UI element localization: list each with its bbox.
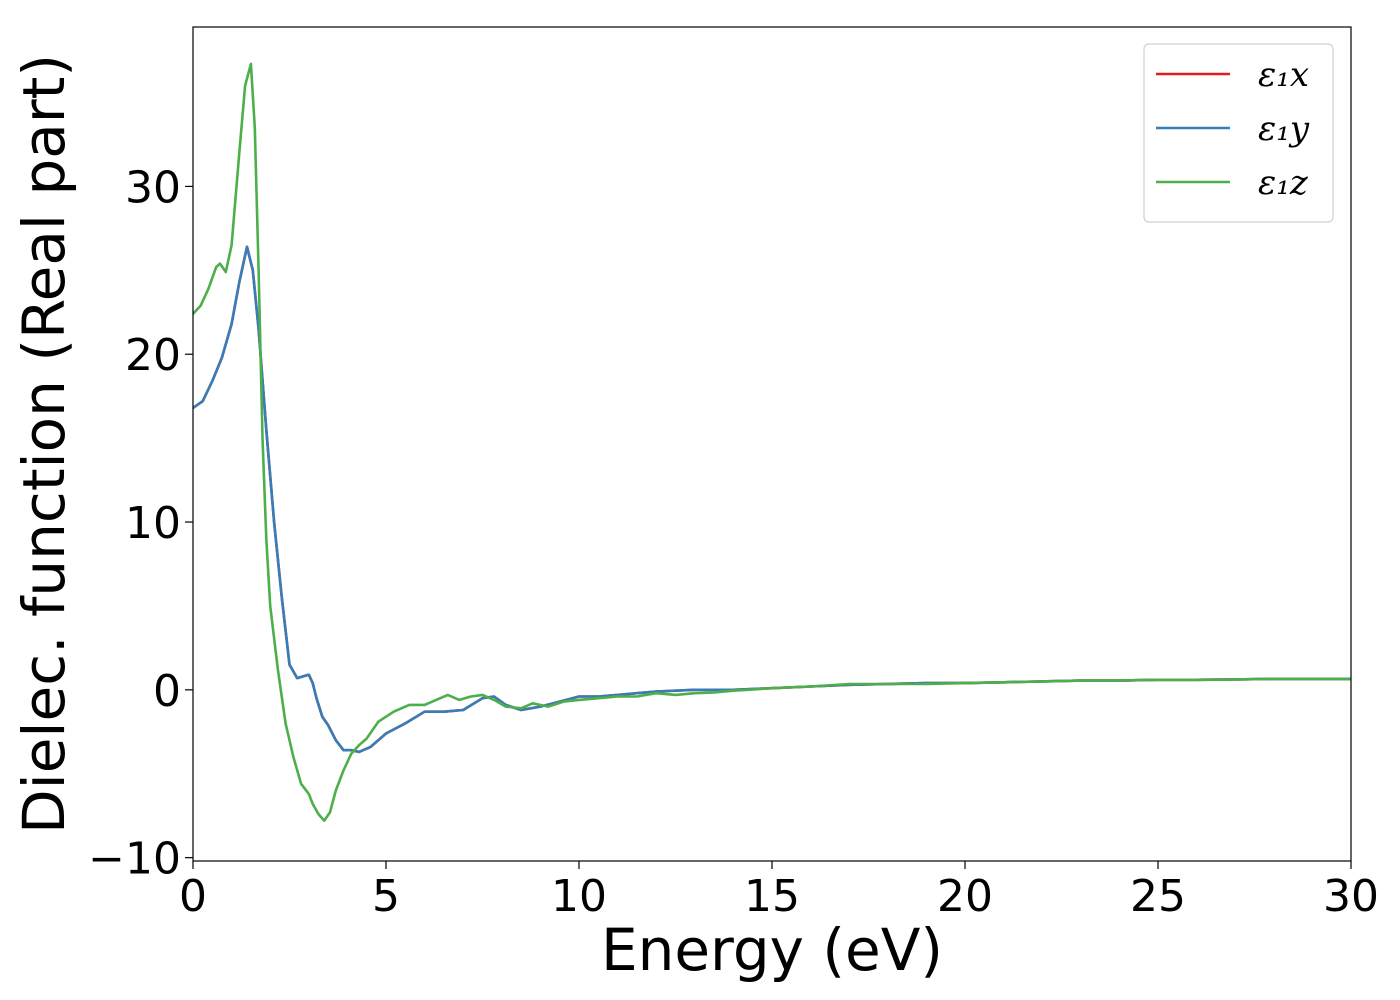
x-tick-label: 25	[1130, 871, 1186, 922]
legend-label: ε₁y	[1258, 109, 1310, 149]
y-axis-title: Dielec. function (Real part)	[10, 54, 78, 834]
x-tick-label: 30	[1323, 871, 1379, 922]
series-layer	[193, 62, 1351, 822]
y-axis-ticks: −10 0 10 20 30	[88, 162, 193, 885]
legend-label: ε₁z	[1258, 163, 1309, 203]
legend-label: ε₁x	[1258, 55, 1309, 95]
series-line-3	[193, 62, 1351, 822]
x-tick-label: 15	[744, 871, 800, 922]
legend: ε₁x ε₁y ε₁z	[1143, 43, 1334, 223]
x-tick-label: 20	[937, 871, 993, 922]
series-line-1	[193, 245, 1351, 754]
y-tick-label: 20	[125, 330, 181, 381]
legend-box	[1143, 43, 1334, 223]
y-tick-label: −10	[88, 834, 181, 885]
y-tick-label: 10	[125, 498, 181, 549]
series-line-2	[193, 245, 1351, 754]
x-axis-title: Energy (eV)	[601, 916, 943, 984]
x-axis-ticks: 0 5 10 15 20 25 30	[179, 861, 1379, 922]
y-tick-label: 0	[153, 666, 181, 717]
x-tick-label: 10	[551, 871, 607, 922]
x-tick-label: 5	[372, 871, 400, 922]
y-tick-label: 30	[125, 162, 181, 213]
x-tick-label: 0	[179, 871, 207, 922]
